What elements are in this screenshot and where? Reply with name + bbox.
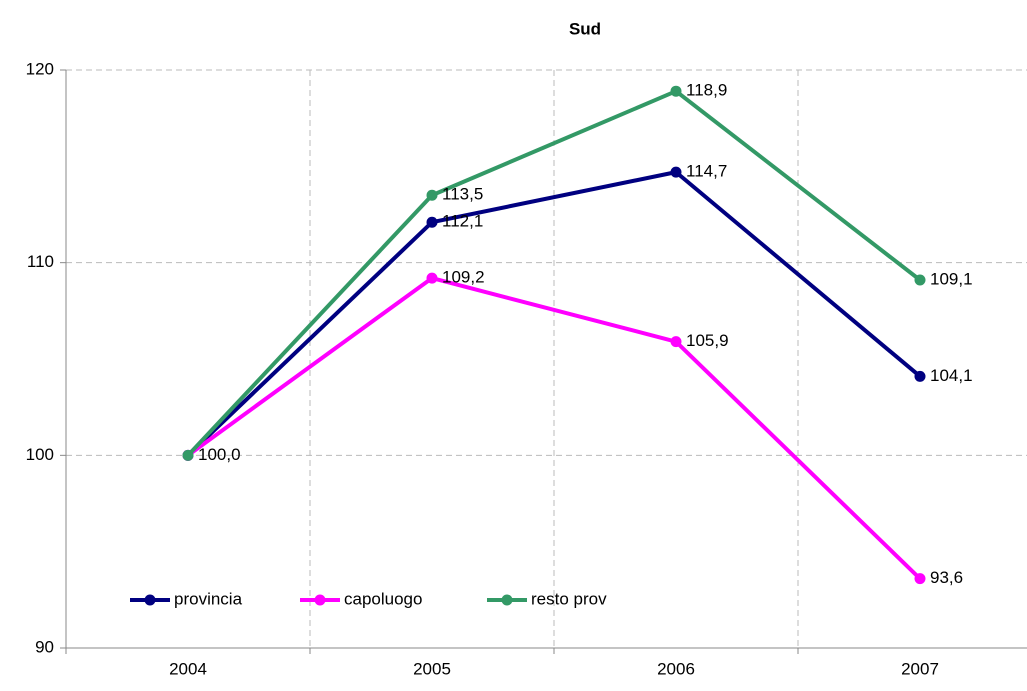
data-label: 100,0 — [198, 445, 241, 464]
data-label: 104,1 — [930, 366, 973, 385]
y-tick-label: 120 — [26, 59, 54, 78]
point — [914, 370, 926, 382]
point — [670, 166, 682, 178]
series-line — [186, 89, 922, 457]
legend-marker — [501, 594, 513, 606]
data-label: 118,9 — [686, 81, 727, 100]
x-tick-label: 2005 — [413, 659, 451, 678]
point — [914, 573, 926, 585]
data-label: 113,5 — [442, 185, 483, 204]
x-tick-label: 2006 — [657, 659, 695, 678]
data-label: 109,2 — [442, 268, 485, 287]
point — [426, 272, 438, 284]
data-label: 112,1 — [442, 212, 483, 231]
series-line — [186, 276, 922, 581]
point — [426, 216, 438, 228]
point — [914, 274, 926, 286]
y-tick-label: 110 — [27, 252, 54, 271]
point — [670, 85, 682, 97]
point — [182, 449, 194, 461]
point — [670, 336, 682, 348]
legend-label: capoluogo — [344, 589, 422, 608]
legend-label: provincia — [174, 589, 243, 608]
x-tick-label: 2007 — [901, 659, 939, 678]
y-tick-label: 90 — [35, 637, 54, 656]
legend-marker — [314, 594, 326, 606]
series-line — [186, 170, 922, 457]
point — [426, 189, 438, 201]
data-label: 114,7 — [686, 162, 727, 181]
data-label: 109,1 — [930, 269, 973, 288]
y-tick-label: 100 — [26, 445, 54, 464]
data-label: 93,6 — [930, 568, 963, 587]
legend-label: resto prov — [531, 589, 607, 608]
data-label: 105,9 — [686, 331, 729, 350]
chart-title: Sud — [569, 19, 601, 38]
legend-marker — [144, 594, 156, 606]
x-tick-label: 2004 — [169, 659, 207, 678]
